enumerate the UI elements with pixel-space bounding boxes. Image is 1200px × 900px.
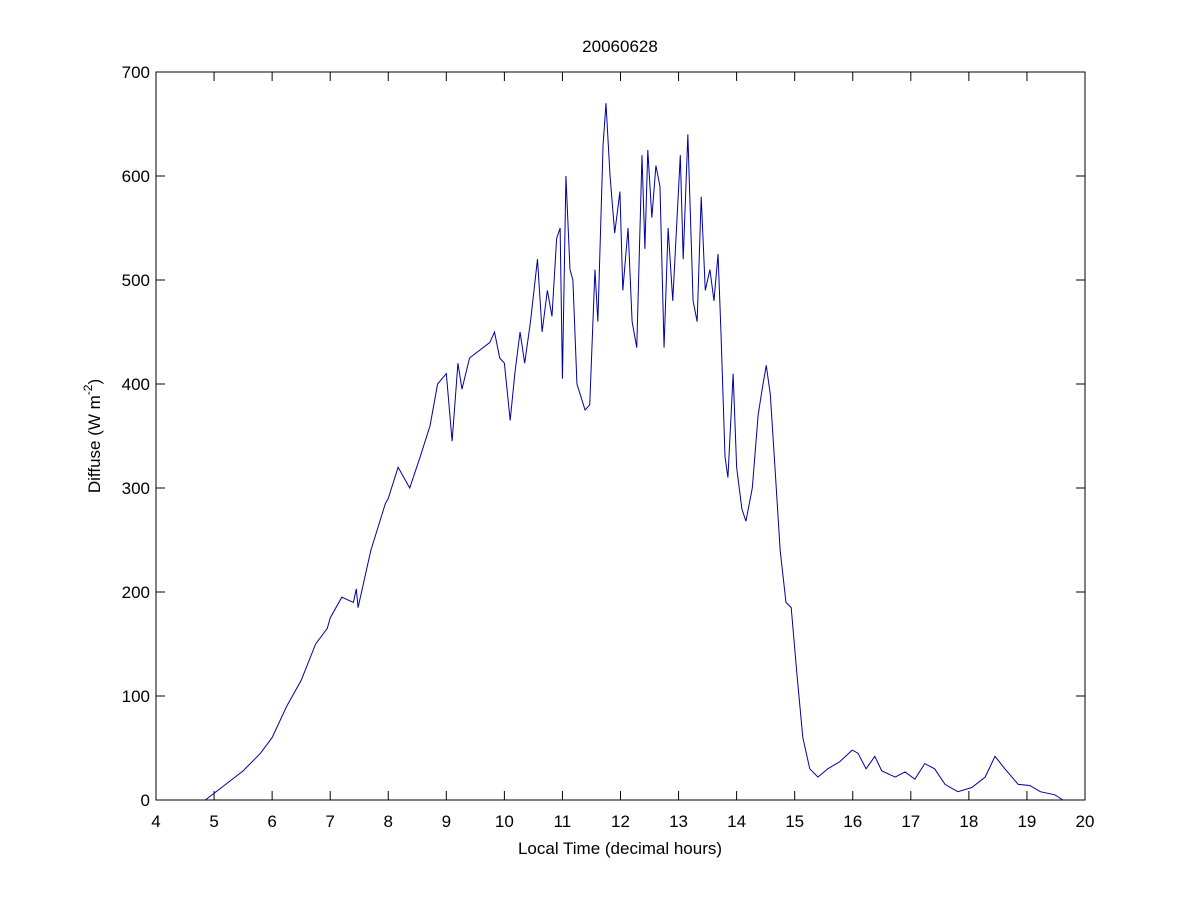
x-tick-label: 16	[843, 812, 862, 831]
y-tick-label: 700	[122, 63, 150, 82]
y-label-end: )	[85, 379, 104, 385]
y-tick-label: 600	[122, 167, 150, 186]
x-tick-label: 5	[209, 812, 218, 831]
x-tick-label: 11	[554, 812, 572, 831]
x-tick-label: 18	[959, 812, 978, 831]
x-tick-label: 12	[611, 812, 630, 831]
x-axis-label: Local Time (decimal hours)	[518, 839, 722, 858]
x-tick-label: 17	[901, 812, 920, 831]
y-label-text: Diffuse (W m	[85, 395, 104, 493]
x-tick-label: 8	[384, 812, 393, 831]
y-tick-label: 200	[122, 583, 150, 602]
y-tick-label: 0	[141, 791, 150, 810]
x-tick-label: 20	[1076, 812, 1095, 831]
y-tick-label: 300	[122, 479, 150, 498]
x-tick-label: 13	[669, 812, 688, 831]
x-tick-label: 6	[267, 812, 276, 831]
x-tick-label: 14	[727, 812, 746, 831]
x-tick-label: 4	[151, 812, 160, 831]
y-axis-label: Diffuse (W m-2)	[81, 379, 104, 493]
y-tick-label: 100	[122, 687, 150, 706]
x-tick-label: 19	[1017, 812, 1036, 831]
data-line	[205, 103, 1064, 801]
x-tick-label: 9	[442, 812, 451, 831]
y-label-sup: -2	[81, 384, 95, 395]
y-tick-label: 400	[122, 375, 150, 394]
x-tick-label: 15	[785, 812, 804, 831]
y-tick-label: 500	[122, 271, 150, 290]
chart-title: 20060628	[582, 37, 658, 56]
x-tick-label: 10	[495, 812, 514, 831]
x-tick-label: 7	[325, 812, 334, 831]
